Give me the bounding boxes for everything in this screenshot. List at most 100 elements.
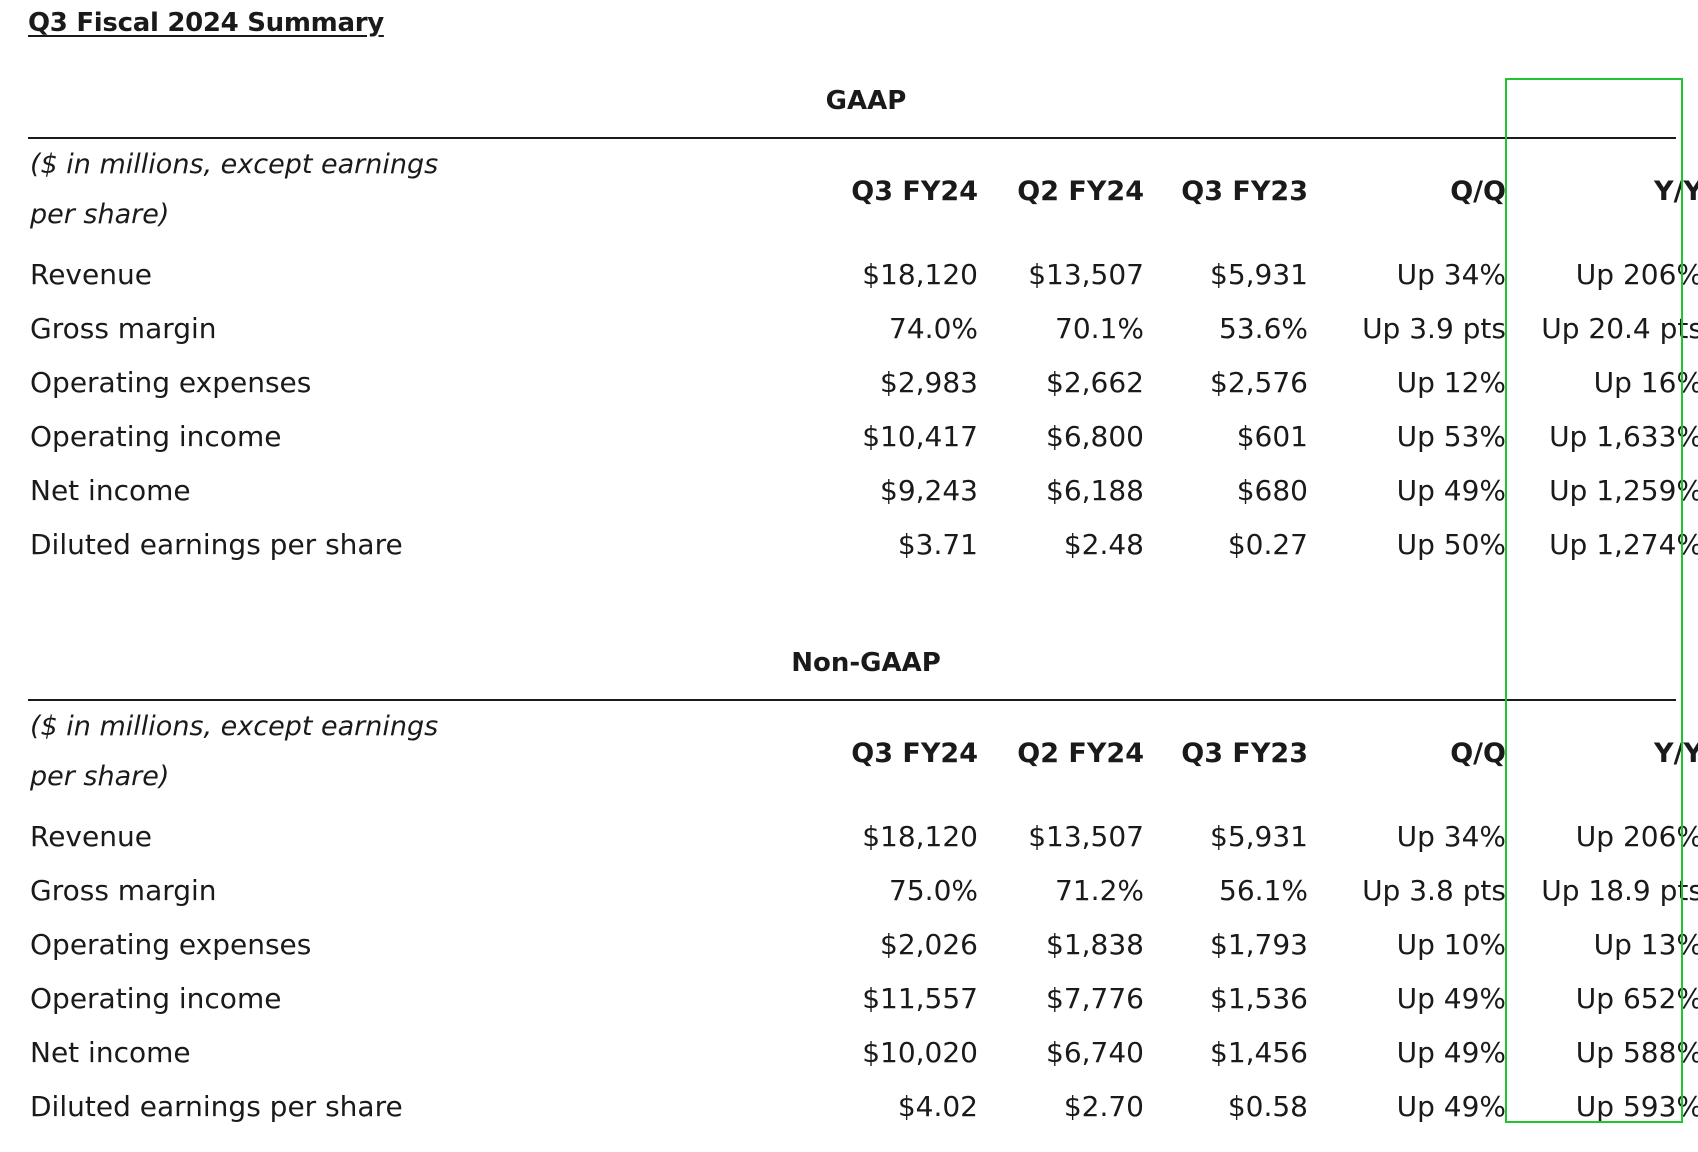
table-cell: Up 16% [1593, 366, 1698, 399]
table-cell: $1,536 [1210, 982, 1308, 1015]
row-label: Net income [30, 1036, 191, 1069]
column-header: Q3 FY24 [851, 176, 978, 207]
table-cell: $601 [1236, 420, 1308, 453]
table-cell: $1,838 [1046, 928, 1144, 961]
column-header: Q/Q [1450, 738, 1506, 769]
unit-note: ($ in millions, except earnings per shar… [30, 149, 439, 230]
table-cell: Up 12% [1396, 366, 1506, 399]
table-cell: Up 53% [1396, 420, 1506, 453]
row-label: Revenue [30, 258, 152, 291]
table-cell: $2,576 [1210, 366, 1308, 399]
table-cell: Up 3.9 pts [1362, 312, 1506, 345]
table-cell: 71.2% [1055, 874, 1144, 907]
table-cell: 56.1% [1219, 874, 1308, 907]
row-label: Operating income [30, 982, 282, 1015]
table-row: Operating income $11,557 $7,776 $1,536 U… [28, 972, 1698, 1026]
table-cell: Up 206% [1575, 258, 1698, 291]
section-title-non-gaap: Non-GAAP [791, 648, 941, 678]
table-row: Diluted earnings per share $4.02 $2.70 $… [28, 1080, 1698, 1134]
table-cell: $13,507 [1028, 820, 1144, 853]
table-row: Net income $10,020 $6,740 $1,456 Up 49% … [28, 1026, 1698, 1080]
table-cell: $3.71 [897, 528, 978, 561]
table-header-row: ($ in millions, except earnings per shar… [28, 702, 1698, 810]
table-cell: $7,776 [1046, 982, 1144, 1015]
table-cell: $11,557 [862, 982, 978, 1015]
table-cell: $13,507 [1028, 258, 1144, 291]
table-cell: Up 34% [1396, 258, 1506, 291]
table-cell: Up 1,274% [1549, 528, 1698, 561]
column-header: Q3 FY23 [1181, 176, 1308, 207]
table-cell: Up 49% [1396, 982, 1506, 1015]
table-cell: $2,662 [1046, 366, 1144, 399]
unit-note: ($ in millions, except earnings per shar… [30, 711, 439, 792]
column-header: Q2 FY24 [1017, 176, 1144, 207]
row-label: Net income [30, 474, 191, 507]
table-cell: $18,120 [862, 820, 978, 853]
table-cell: $18,120 [862, 258, 978, 291]
table-row: Operating income $10,417 $6,800 $601 Up … [28, 410, 1698, 464]
table-row: Revenue $18,120 $13,507 $5,931 Up 34% Up… [28, 810, 1698, 864]
table-cell: Up 652% [1575, 982, 1698, 1015]
table-row: Gross margin 75.0% 71.2% 56.1% Up 3.8 pt… [28, 864, 1698, 918]
table-cell: $1,793 [1210, 928, 1308, 961]
table-cell: $5,931 [1210, 258, 1308, 291]
table-cell: $10,417 [862, 420, 978, 453]
table-cell: $10,020 [862, 1036, 978, 1069]
column-header: Q3 FY24 [851, 738, 978, 769]
section-divider [28, 137, 1676, 139]
table-cell: Up 588% [1575, 1036, 1698, 1069]
table-cell: Up 1,633% [1549, 420, 1698, 453]
table-row: Operating expenses $2,026 $1,838 $1,793 … [28, 918, 1698, 972]
column-header: Q/Q [1450, 176, 1506, 207]
row-label: Operating expenses [30, 928, 312, 961]
table-cell: $6,800 [1046, 420, 1144, 453]
table-cell: Up 49% [1396, 1036, 1506, 1069]
table-row: Gross margin 74.0% 70.1% 53.6% Up 3.9 pt… [28, 302, 1698, 356]
row-label: Revenue [30, 820, 152, 853]
table-cell: 70.1% [1055, 312, 1144, 345]
table-cell: Up 10% [1396, 928, 1506, 961]
table-cell: $2.48 [1063, 528, 1144, 561]
table-row: Net income $9,243 $6,188 $680 Up 49% Up … [28, 464, 1698, 518]
table-cell: $2,026 [880, 928, 978, 961]
table-cell: $680 [1236, 474, 1308, 507]
table-cell: 53.6% [1219, 312, 1308, 345]
table-cell: Up 50% [1396, 528, 1506, 561]
table-row: Revenue $18,120 $13,507 $5,931 Up 34% Up… [28, 248, 1698, 302]
gaap-table: ($ in millions, except earnings per shar… [28, 140, 1698, 572]
yy-column-highlight [1505, 78, 1683, 1123]
non-gaap-table: ($ in millions, except earnings per shar… [28, 702, 1698, 1134]
table-cell: Up 3.8 pts [1362, 874, 1506, 907]
table-cell: $0.27 [1227, 528, 1308, 561]
section-divider [28, 699, 1676, 701]
table-cell: $5,931 [1210, 820, 1308, 853]
table-cell: Up 593% [1575, 1090, 1698, 1123]
table-cell: Up 34% [1396, 820, 1506, 853]
table-row: Diluted earnings per share $3.71 $2.48 $… [28, 518, 1698, 572]
table-cell: $9,243 [880, 474, 978, 507]
row-label: Gross margin [30, 874, 217, 907]
page-title: Q3 Fiscal 2024 Summary [28, 8, 384, 38]
column-header: Y/Y [1654, 176, 1698, 207]
table-row: Operating expenses $2,983 $2,662 $2,576 … [28, 356, 1698, 410]
table-cell: Up 13% [1593, 928, 1698, 961]
column-header: Q3 FY23 [1181, 738, 1308, 769]
row-label: Gross margin [30, 312, 217, 345]
table-header-row: ($ in millions, except earnings per shar… [28, 140, 1698, 248]
table-cell: $2,983 [880, 366, 978, 399]
table-cell: $4.02 [897, 1090, 978, 1123]
table-cell: 74.0% [889, 312, 978, 345]
row-label: Operating expenses [30, 366, 312, 399]
table-cell: Up 20.4 pts [1541, 312, 1698, 345]
table-cell: 75.0% [889, 874, 978, 907]
table-cell: Up 49% [1396, 1090, 1506, 1123]
table-cell: $2.70 [1063, 1090, 1144, 1123]
table-cell: $6,740 [1046, 1036, 1144, 1069]
column-header: Q2 FY24 [1017, 738, 1144, 769]
table-cell: Up 49% [1396, 474, 1506, 507]
table-cell: Up 1,259% [1549, 474, 1698, 507]
table-cell: Up 206% [1575, 820, 1698, 853]
table-cell: $1,456 [1210, 1036, 1308, 1069]
row-label: Diluted earnings per share [30, 1090, 403, 1123]
row-label: Operating income [30, 420, 282, 453]
